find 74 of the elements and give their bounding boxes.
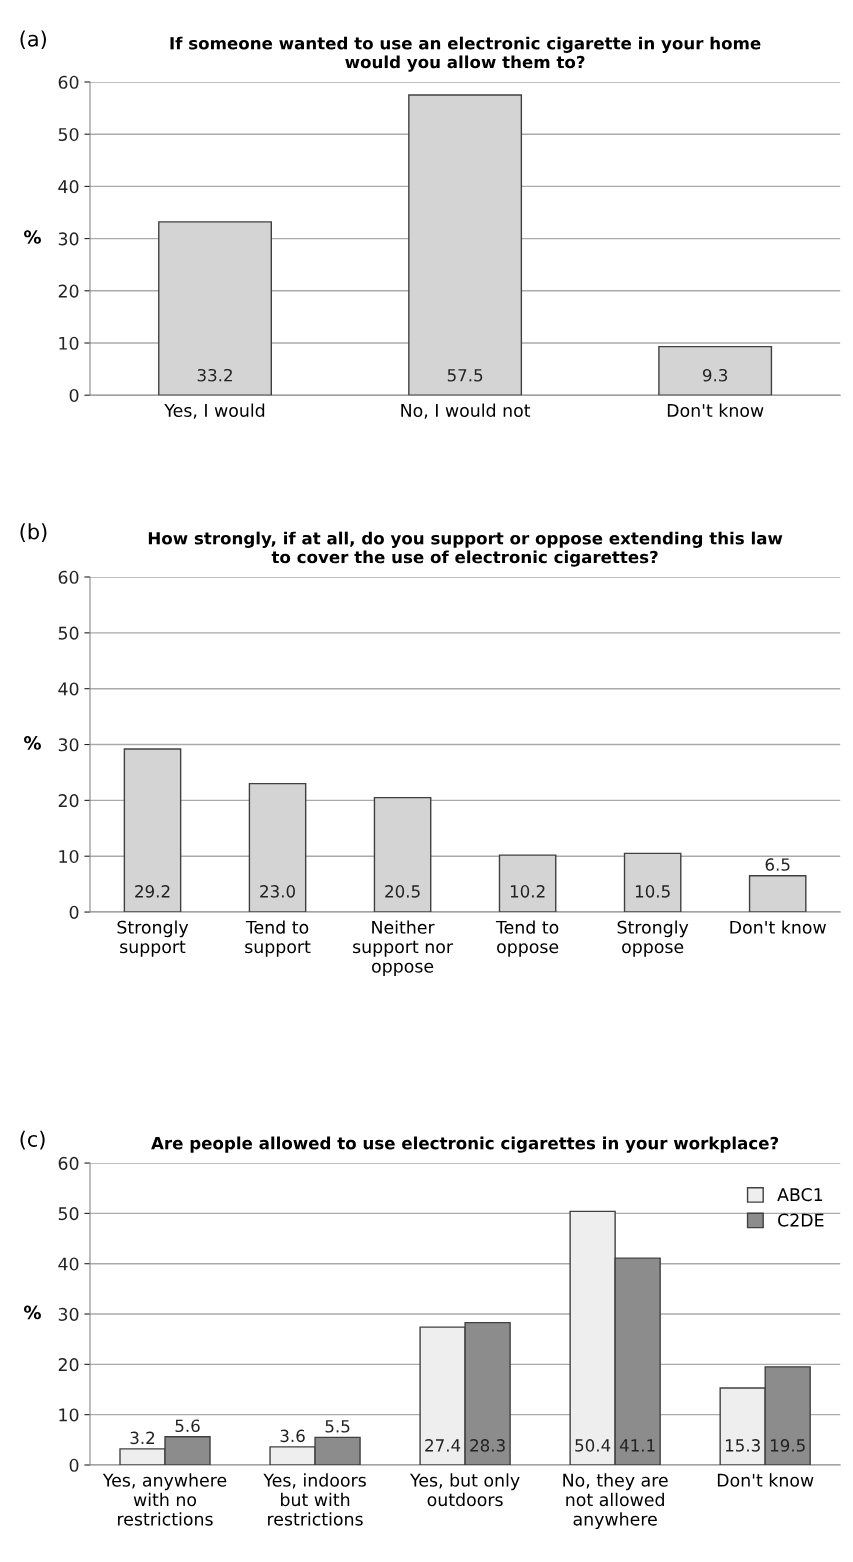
data-label: 3.2 [130,1431,155,1445]
data-label: 3.6 [280,1429,305,1443]
chart-title: If someone wanted to use an electronic cigarette in your home would you allow them to? [170,36,761,72]
data-label: 27.4 [425,1439,461,1452]
chart-title: Are people allowed to use electronic cigarettes in your workplace? [151,1136,779,1153]
y-tick-label: 10 [59,849,79,864]
y-tick-label: 20 [58,284,79,298]
data-label: 5.5 [325,1420,350,1433]
y-axis-title: % [24,736,41,750]
y-tick-label: 60 [58,1156,79,1170]
y-tick-label: 40 [58,682,79,696]
x-tick-label: No, they are not allowed anywhere [563,1473,668,1530]
y-tick-label: 0 [69,1458,79,1472]
x-tick-label: Strongly support [117,920,189,957]
y-tick-label: 20 [58,794,79,808]
data-label: 29.2 [135,885,170,898]
x-tick-label: No, I would not [401,403,531,419]
y-tick-label: 0 [69,388,79,403]
data-label: 6.5 [765,858,790,871]
legend-label: ABC1 [777,1188,823,1202]
x-tick-label: Yes, I would [164,403,265,419]
y-tick-label: 60 [58,75,79,89]
y-tick-label: 40 [58,1257,79,1271]
data-label: 10.2 [510,885,545,898]
y-tick-label: 50 [58,127,79,142]
x-tick-label: Strongly oppose [617,920,689,957]
bar [658,345,773,396]
data-label: 19.5 [770,1439,805,1452]
data-label: 41.1 [619,1439,655,1452]
y-tick-label: 50 [58,626,79,640]
y-tick-label: 60 [58,570,79,584]
bar [373,796,432,913]
y-tick-label: 50 [58,1207,79,1221]
x-tick-label: Yes, indoors but with restrictions [263,1473,366,1526]
y-tick-label: 30 [58,232,79,246]
x-tick-label: Tend to support [245,920,311,957]
text: (a) [20,30,46,50]
data-label: 33.2 [197,368,232,382]
legend-label: C2DE [778,1213,824,1227]
x-tick-label: Don't know [730,920,826,934]
bar [623,852,682,913]
y-tick-label: 10 [59,336,79,350]
bar [408,94,523,396]
x-tick-label: Don't know [667,403,764,417]
x-tick-label: Yes, but only outdoors [409,1473,520,1507]
data-label: 23.0 [260,885,295,898]
text: (c) [20,1130,45,1150]
x-tick-label: Don't know [717,1473,814,1487]
y-axis-title: % [24,1305,41,1320]
bar [248,782,307,913]
data-label: 50.4 [575,1439,611,1452]
x-tick-label: Neither support nor oppose [353,920,454,977]
chart-title: How strongly, if at all, do you support or oppose extending this law to cover the use of electronic cigarettes? [148,531,783,567]
text: (b) [20,523,47,542]
data-label: 28.3 [470,1439,505,1452]
y-tick-label: 40 [58,180,79,194]
x-tick-label: Yes, anywhere with no restrictions [102,1473,227,1526]
data-label: 5.6 [175,1419,200,1433]
data-label: 20.5 [385,885,420,898]
data-label: 10.5 [635,885,670,898]
bar [158,221,272,396]
y-tick-label: 30 [58,738,79,752]
bar [498,854,557,913]
data-label: 9.3 [702,368,728,382]
y-tick-label: 0 [69,905,79,919]
bar [748,875,807,913]
y-axis-title: % [24,230,41,244]
y-tick-label: 20 [58,1358,79,1372]
bar [123,748,182,913]
data-label: 15.3 [725,1439,760,1452]
data-label: 57.5 [447,369,483,382]
x-tick-label: Tend to oppose [495,920,559,957]
y-tick-label: 10 [59,1408,79,1422]
y-tick-label: 30 [58,1307,79,1321]
